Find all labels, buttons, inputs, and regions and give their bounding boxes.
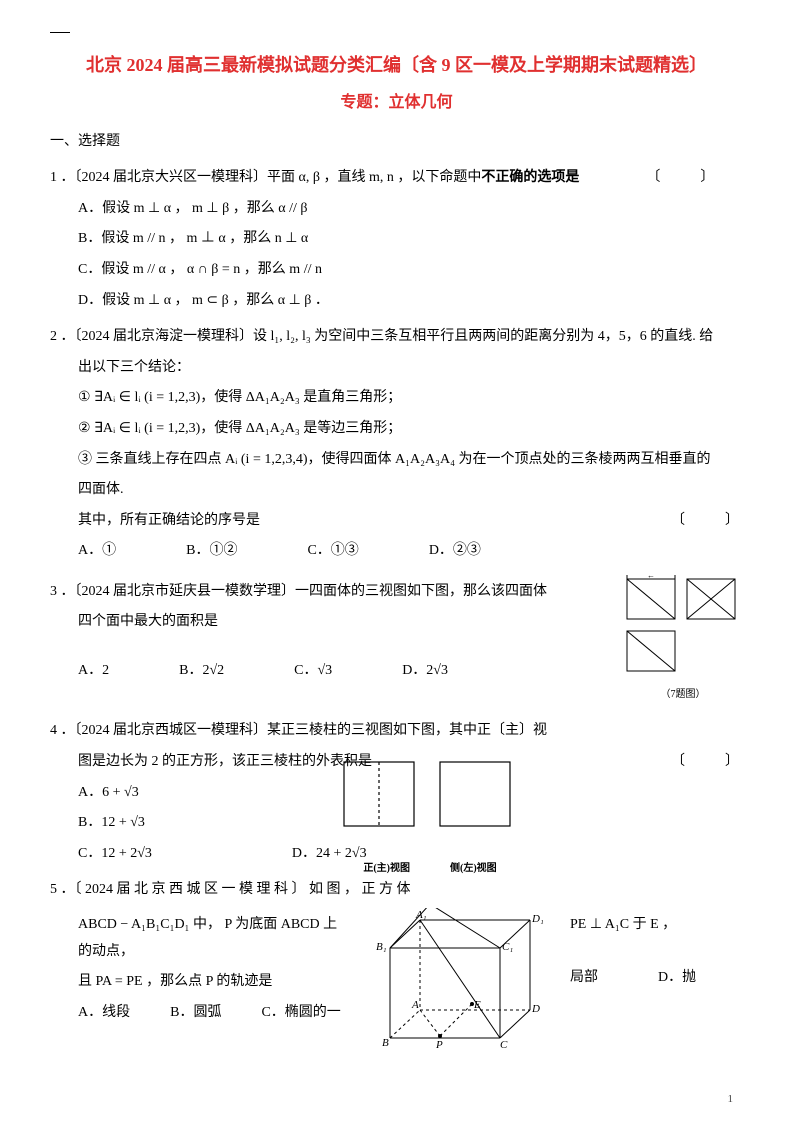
q5-options-right: 局部 D．抛 [570,965,720,992]
q5-opt-b: B．圆弧 [170,1000,221,1027]
q3-opt-a: A．2 [78,658,109,685]
q5-stem-3: 且 PA = PE ，那么点 P 的轨迹是 [78,969,350,996]
question-4: 4 ．〔2024 届北京西城区一模理科〕某正三棱柱的三视图如下图，其中正〔主〕视… [50,714,743,867]
q5-left: ABCD − A₁B₁C₁D₁ 中， P 为底面 ABCD 上的动点， 且 PA… [50,908,350,1026]
q3-options: A．2 B．2√2 C．√3 D．2√3 [78,658,613,685]
q5-figure: A₁ D₁ B₁ C₁ A D B C E P [360,908,560,1069]
q4-stem-2: 图是边长为 2 的正方形，该正三棱柱的外表积是 [78,749,372,776]
label-c1: C₁ [502,941,513,953]
q4-opt-c: C．12 + 2√3 [78,841,152,868]
top-rule [50,32,70,33]
label-p: P [435,1039,443,1051]
q1-paren: 〔 〕 [646,170,718,185]
q2-opt-b: B．①② [186,538,237,565]
q2-opt-a: A．① [78,538,116,565]
label-a: A [411,999,419,1011]
label-e: E [473,999,481,1011]
q1-stem: 1 ．〔2024 届北京大兴区一模理科〕平面 α, β ，直线 m, n ，以下… [50,165,743,192]
q2-ask: 其中，所有正确结论的序号是 [78,508,260,535]
q5-options-abc: A．线段 B．圆弧 C．椭圆的一 [78,1000,350,1027]
q2-statement-2: ② ∃Aᵢ ∈ lᵢ (i = 1,2,3)，使得 ΔA₁A₂A₃ 是等边三角形… [78,416,743,443]
q4-view-labels: 正(主)视图 侧(左)视图 [340,859,520,878]
q5-stem-1: 5 ．〔 2024 届 北 京 西 城 区 一 模 理 科 〕 如 图 ， 正 … [50,877,743,904]
q4-stem-1: 4 ．〔2024 届北京西城区一模理科〕某正三棱柱的三视图如下图，其中正〔主〕视 [50,718,743,745]
label-c: C [500,1039,508,1051]
q3-figure: ← （7题图） [623,575,743,705]
q2-statement-1: ① ∃Aᵢ ∈ lᵢ (i = 1,2,3)，使得 ΔA₁A₂A₃ 是直角三角形… [78,385,743,412]
q1-stem-text: 1 ．〔2024 届北京大兴区一模理科〕平面 α, β ，直线 m, n ，以下… [50,170,481,185]
q3-stem-1: 3 ．〔2024 届北京市延庆县一模数学理〕一四面体的三视图如下图，那么该四面体 [50,579,613,606]
q5-right: PE ⊥ A₁C 于 E ， 局部 D．抛 [570,908,720,991]
q2-options: A．① B．①② C．①③ D．②③ [78,538,743,565]
cube-diagram-icon: A₁ D₁ B₁ C₁ A D B C E P [360,908,560,1058]
q2-ask-row: 其中，所有正确结论的序号是 〔 〕 [78,508,743,535]
q2-stem-2: 出以下三个结论： [78,355,743,382]
prism-views-icon [340,758,520,848]
q3-caption: （7题图） [623,685,743,704]
label-b: B [382,1037,389,1049]
question-1: 1 ．〔2024 届北京大兴区一模理科〕平面 α, β ，直线 m, n ，以下… [50,165,743,314]
q2-opt-c: C．①③ [307,538,358,565]
q5-row: ABCD − A₁B₁C₁D₁ 中， P 为底面 ABCD 上的动点， 且 PA… [50,908,743,1069]
label-b1: B₁ [376,941,387,953]
q5-opt-c2: 局部 [570,965,598,992]
q1-opt-d: D．假设 m ⊥ α ， m ⊂ β ，那么 α ⊥ β ． [78,288,743,315]
question-2: 2 ．〔2024 届北京海淀一模理科〕设 l₁, l₂, l₃ 为空间中三条互相… [50,324,743,565]
question-3: 3 ．〔2024 届北京市延庆县一模数学理〕一四面体的三视图如下图，那么该四面体… [50,575,743,705]
title-sub: 专题：立体几何 [50,88,743,118]
q2-paren: 〔 〕 [671,508,743,535]
q5-opt-c: C．椭圆的一 [261,1000,340,1027]
q4-label-right: 侧(左)视图 [450,859,497,878]
svg-text:←: ← [647,575,655,580]
q2-statement-3: ③ 三条直线上存在四点 Aᵢ (i = 1,2,3,4)，使得四面体 A₁A₂A… [78,447,743,474]
q4-figure: 正(主)视图 侧(左)视图 [340,758,520,878]
three-view-icon: ← [623,575,743,675]
q3-opt-c: C．√3 [294,658,332,685]
q2-statement-3b: 四面体. [78,477,743,504]
q5-stem-2b: PE ⊥ A₁C 于 E ， [570,912,720,939]
q5-stem-2a: ABCD − A₁B₁C₁D₁ 中， P 为底面 ABCD 上的动点， [78,912,350,965]
q1-opt-c: C．假设 m // α ， α ∩ β = n ，那么 m // n [78,257,743,284]
label-d: D [531,1003,540,1015]
q5-opt-a: A．线段 [78,1000,130,1027]
spacer [570,943,720,965]
q3-stem-2: 四个面中最大的面积是 [78,609,613,636]
spacer [260,508,671,535]
label-d1: D₁ [531,913,544,925]
label-a1: A₁ [415,909,427,921]
q3-body: 3 ．〔2024 届北京市延庆县一模数学理〕一四面体的三视图如下图，那么该四面体… [50,575,613,685]
spacer [50,640,613,658]
q4-label-left: 正(主)视图 [363,859,410,878]
q5-opt-d: D．抛 [658,965,696,992]
q3-opt-d: D．2√3 [402,658,448,685]
q1-opt-b: B．假设 m // n ， m ⊥ α ，那么 n ⊥ α [78,226,743,253]
section-heading: 一、选择题 [50,129,743,156]
q3-opt-b: B．2√2 [179,658,224,685]
q4-paren: 〔 〕 [671,749,743,776]
page-number: 1 [728,1089,734,1110]
q1-opt-a: A．假设 m ⊥ α ， m ⊥ β ，那么 α // β [78,196,743,223]
q1-stem-bold: 不正确的选项是 [481,170,579,185]
q2-opt-d: D．②③ [429,538,481,565]
q2-stem-1: 2 ．〔2024 届北京海淀一模理科〕设 l₁, l₂, l₃ 为空间中三条互相… [50,324,743,351]
question-5: 5 ．〔 2024 届 北 京 西 城 区 一 模 理 科 〕 如 图 ， 正 … [50,877,743,1068]
title-main: 北京 2024 届高三最新模拟试题分类汇编〔含 9 区一模及上学期期末试题精选〕 [50,48,743,82]
